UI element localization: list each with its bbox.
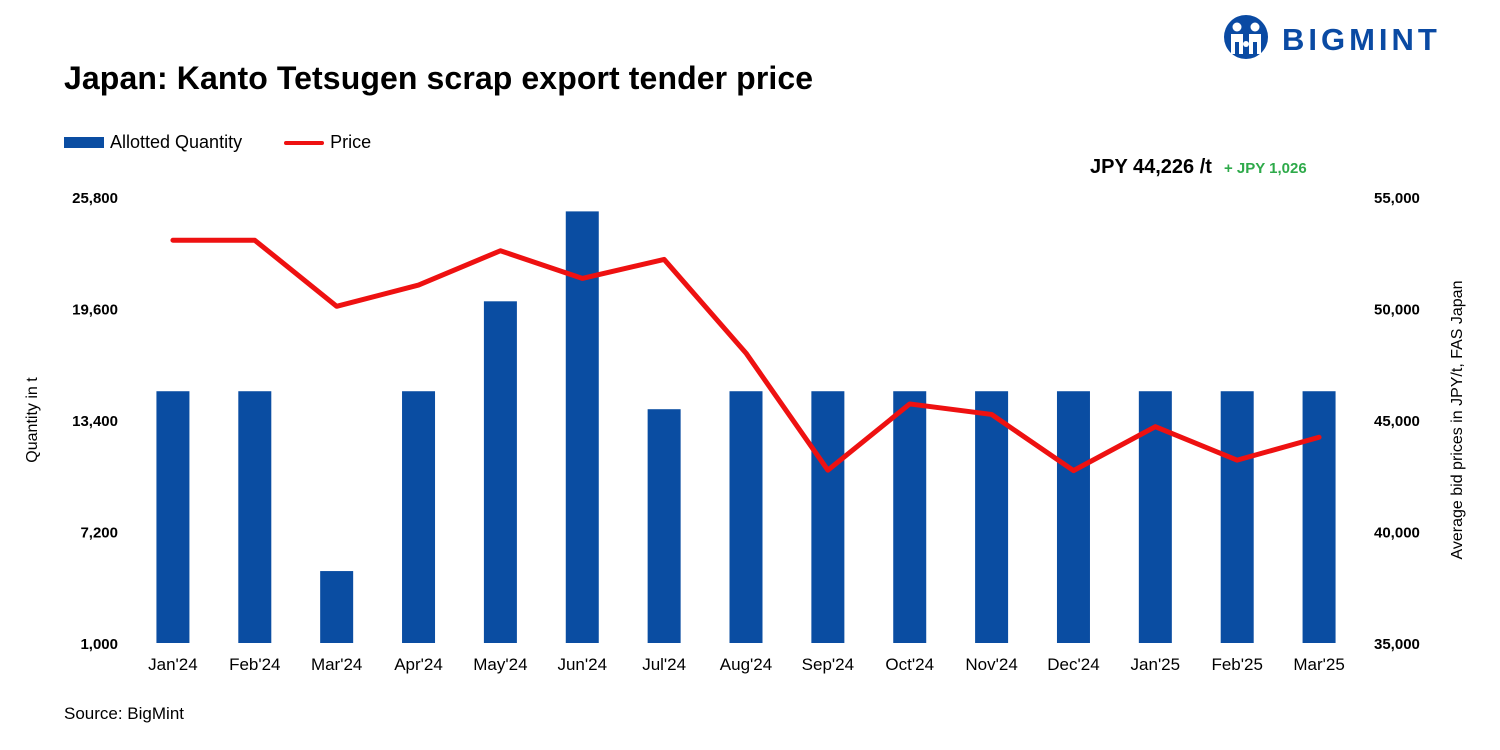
bar	[1056, 391, 1090, 643]
x-tick-label: Feb'24	[229, 655, 280, 674]
brand-name: BIGMINT	[1282, 22, 1441, 57]
x-tick-label: Sep'24	[802, 655, 854, 674]
x-tick-label: Mar'24	[311, 655, 362, 674]
bar	[729, 391, 763, 643]
y2-tick-label: 50,000	[1374, 302, 1420, 319]
x-tick-label: Jul'24	[642, 655, 686, 674]
bigmint-logo: BIGMINT	[1222, 14, 1472, 60]
bar	[1220, 391, 1254, 643]
x-tick-label: Mar'25	[1293, 655, 1344, 674]
legend-swatch-line	[284, 140, 325, 145]
bar	[156, 391, 190, 643]
bar	[811, 391, 845, 643]
y2-axis-title: Average bid prices in JPY/t, FAS Japan	[1449, 281, 1466, 560]
latest-change: + JPY 1,026	[1223, 160, 1307, 177]
bar	[320, 571, 354, 643]
legend-swatch-bar	[64, 137, 104, 148]
x-tick-label: May'24	[473, 655, 527, 674]
legend-label-price: Price	[330, 132, 372, 152]
y-tick-label: 25,800	[72, 190, 118, 207]
x-tick-label: Feb'25	[1211, 655, 1262, 674]
x-tick-label: Dec'24	[1047, 655, 1099, 674]
bar	[483, 301, 517, 643]
x-tick-label: Apr'24	[394, 655, 443, 674]
y-tick-label: 13,400	[72, 413, 118, 430]
bar	[1302, 391, 1336, 643]
x-tick-label: Jan'25	[1131, 655, 1181, 674]
bar	[975, 391, 1009, 643]
source-note: Source: BigMint	[64, 704, 184, 723]
y-tick-label: 7,200	[80, 525, 118, 542]
bigmint-logo-icon	[1224, 15, 1268, 59]
legend-label-quantity: Allotted Quantity	[110, 132, 243, 152]
y-tick-label: 19,600	[72, 302, 118, 319]
bar	[238, 391, 272, 643]
bar	[402, 391, 436, 643]
x-tick-label: Oct'24	[885, 655, 934, 674]
legend-item-price: Price	[284, 132, 371, 153]
x-tick-label: Aug'24	[720, 655, 772, 674]
y2-tick-label: 40,000	[1374, 525, 1420, 542]
y-tick-label: 1,000	[80, 636, 118, 653]
bar	[893, 391, 927, 643]
y2-tick-label: 55,000	[1374, 190, 1420, 207]
x-tick-label: Nov'24	[965, 655, 1017, 674]
x-tick-label: Jan'24	[148, 655, 198, 674]
x-tick-label: Jun'24	[557, 655, 607, 674]
bar	[565, 211, 599, 644]
latest-price: JPY 44,226 /t	[1090, 156, 1212, 178]
bar	[647, 409, 681, 643]
latest-price-callout: JPY 44,226 /t + JPY 1,026	[1090, 156, 1307, 179]
chart-title: Japan: Kanto Tetsugen scrap export tende…	[64, 60, 814, 96]
legend: Allotted Quantity Price	[64, 132, 413, 153]
y-axis-title: Quantity in t	[24, 377, 41, 463]
legend-item-quantity: Allotted Quantity	[64, 132, 242, 153]
y2-tick-label: 35,000	[1374, 636, 1420, 653]
y2-tick-label: 45,000	[1374, 413, 1420, 430]
